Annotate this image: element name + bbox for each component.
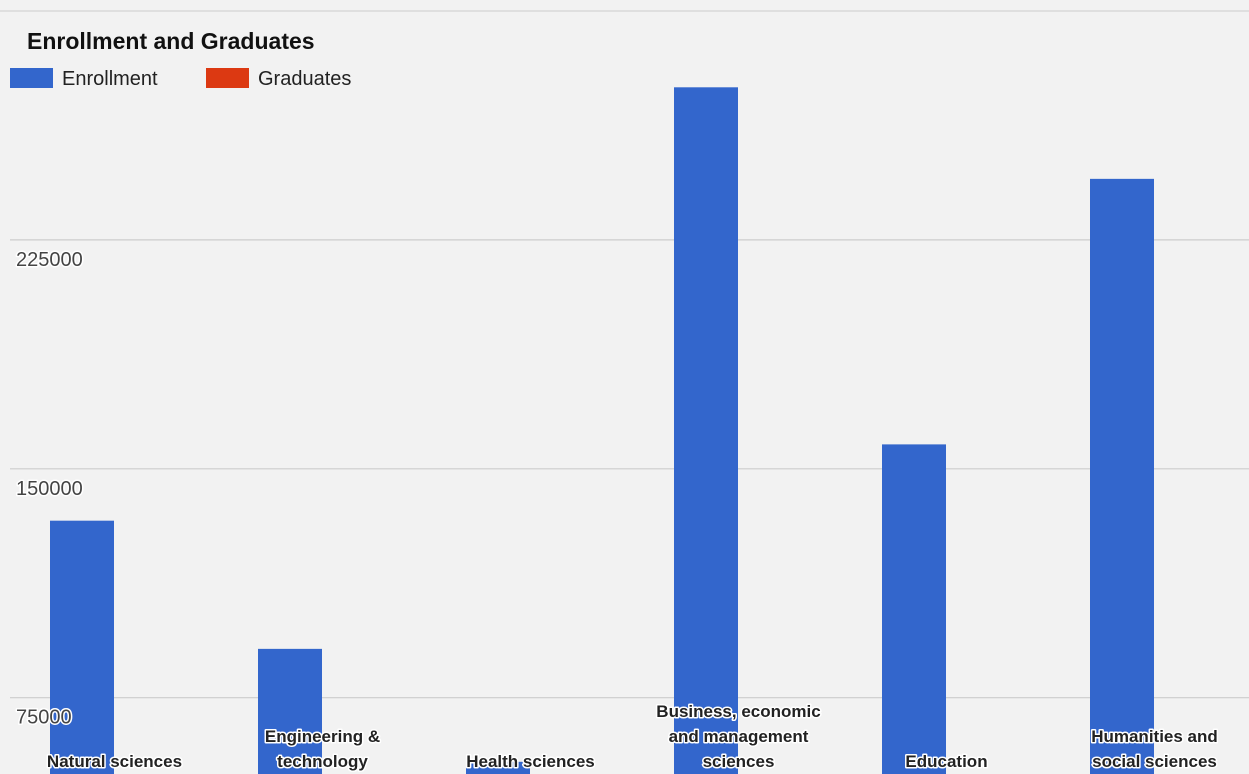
x-category-label: Natural sciences <box>47 752 182 771</box>
x-category-label: Business, economic and management sciences <box>656 702 820 771</box>
y-tick-label: 225000 <box>16 249 83 271</box>
legend-swatch <box>206 68 249 88</box>
bar-enrollment[interactable] <box>1090 178 1154 774</box>
gridlines <box>10 239 1249 699</box>
category-labels: Natural sciences Engineering & technology H… <box>45 701 1219 773</box>
y-tick-label: 75000 <box>16 707 72 729</box>
x-category-label: Education <box>905 752 987 771</box>
y-tick-label: 150000 <box>16 478 83 500</box>
legend-item-enrollment[interactable]: Enrollment <box>10 68 158 90</box>
legend-swatch <box>10 68 53 88</box>
bar-enrollment[interactable] <box>50 520 114 774</box>
bar-enrollment[interactable] <box>466 761 530 774</box>
legend-label: Enrollment <box>62 68 158 90</box>
x-category-label: Humanities and social sciences <box>1091 727 1218 771</box>
legend[interactable]: Enrollment Graduates <box>10 68 351 90</box>
legend-label: Graduates <box>258 68 351 90</box>
bars <box>50 87 1154 774</box>
bar-enrollment[interactable] <box>882 444 946 774</box>
x-category-label: Health sciences <box>466 752 595 771</box>
y-axis-ticks: 75000 150000 225000 <box>15 247 85 730</box>
bar-enrollment[interactable] <box>674 87 738 774</box>
legend-item-graduates[interactable]: Graduates <box>206 68 351 90</box>
x-category-label: Engineering & technology <box>265 727 380 771</box>
chart-title: Enrollment and Graduates <box>27 28 315 54</box>
bar-enrollment[interactable] <box>258 648 322 774</box>
